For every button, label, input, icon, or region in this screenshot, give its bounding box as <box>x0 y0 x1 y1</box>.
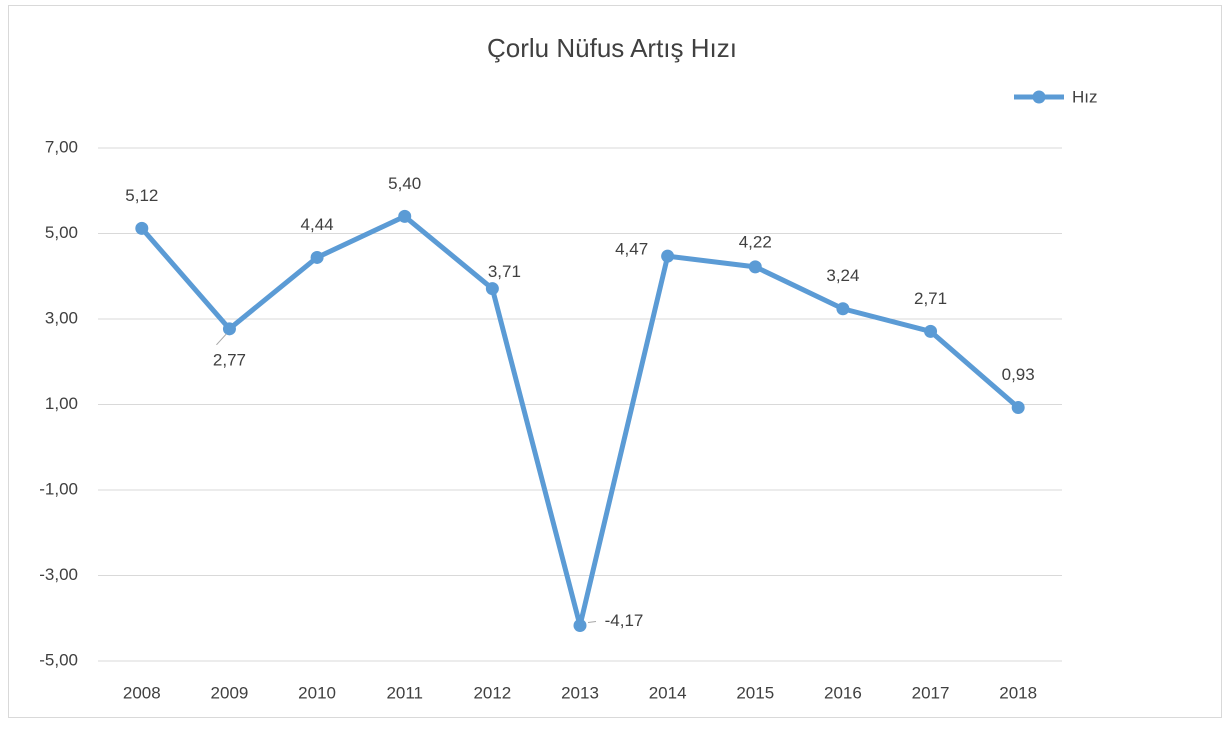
leader-line <box>587 621 597 624</box>
data-label: -4,17 <box>605 611 644 630</box>
marker <box>222 322 236 336</box>
data-label: 5,40 <box>388 174 421 193</box>
y-tick-label: 5,00 <box>45 223 78 242</box>
leader-line <box>216 333 227 346</box>
marker <box>485 282 499 296</box>
x-tick-label: 2008 <box>123 683 161 702</box>
data-label: 2,71 <box>914 289 947 308</box>
data-label: 4,22 <box>739 232 772 251</box>
y-tick-label: 1,00 <box>45 394 78 413</box>
x-tick-label: 2013 <box>561 683 599 702</box>
data-label: 4,47 <box>615 240 648 259</box>
data-label: 3,71 <box>488 262 521 281</box>
marker <box>836 302 850 316</box>
x-tick-label: 2009 <box>211 683 249 702</box>
marker <box>748 260 762 274</box>
x-tick-label: 2015 <box>736 683 774 702</box>
chart-border <box>8 5 1222 718</box>
data-label: 2,77 <box>213 350 246 369</box>
y-tick-label: -1,00 <box>39 479 78 498</box>
legend-label: Hız <box>1072 87 1098 106</box>
x-tick-label: 2017 <box>912 683 950 702</box>
x-tick-label: 2018 <box>999 683 1037 702</box>
x-tick-label: 2016 <box>824 683 862 702</box>
y-tick-label: 7,00 <box>45 137 78 156</box>
marker <box>310 250 324 264</box>
x-tick-label: 2011 <box>386 683 423 702</box>
marker <box>135 221 149 235</box>
data-label: 3,24 <box>826 266 859 285</box>
marker <box>398 209 412 223</box>
data-label: 5,12 <box>125 186 158 205</box>
data-label: 4,44 <box>301 215 334 234</box>
marker <box>661 249 675 263</box>
data-label: 0,93 <box>1002 365 1035 384</box>
y-tick-label: -3,00 <box>39 565 78 584</box>
y-tick-label: 3,00 <box>45 308 78 327</box>
marker <box>924 324 938 338</box>
marker <box>1011 400 1025 414</box>
x-tick-label: 2014 <box>649 683 687 702</box>
legend-marker <box>1032 90 1046 104</box>
x-tick-label: 2010 <box>298 683 336 702</box>
marker <box>573 619 587 633</box>
y-tick-label: -5,00 <box>39 650 78 669</box>
x-tick-label: 2012 <box>473 683 511 702</box>
chart-title: Çorlu Nüfus Artış Hızı <box>487 33 737 63</box>
